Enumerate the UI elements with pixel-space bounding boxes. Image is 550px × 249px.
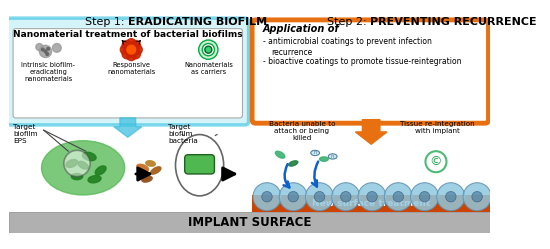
Text: Responsive
nanomaterials: Responsive nanomaterials [107,62,156,75]
Ellipse shape [72,174,82,180]
Circle shape [127,45,136,54]
Circle shape [120,45,130,55]
Circle shape [340,191,351,202]
Circle shape [384,183,412,211]
FancyArrow shape [114,118,142,137]
Circle shape [131,41,140,50]
Circle shape [305,183,333,211]
Text: ERADICATING BIOFILM: ERADICATING BIOFILM [128,17,267,27]
Circle shape [253,183,281,211]
Circle shape [358,183,386,211]
Circle shape [199,40,218,59]
FancyBboxPatch shape [7,18,249,125]
Circle shape [410,183,438,211]
Circle shape [122,49,132,59]
Circle shape [288,191,299,202]
Circle shape [332,183,360,211]
Text: ©: © [430,155,442,168]
Circle shape [426,151,447,172]
Text: Step 1:: Step 1: [85,17,128,27]
Circle shape [472,191,482,202]
Text: - antimicrobial coatings to prevent infection: - antimicrobial coatings to prevent infe… [262,37,432,46]
Circle shape [202,44,215,56]
Ellipse shape [320,157,328,161]
Text: - bioactive coatings to promote tissue-reintegration: - bioactive coatings to promote tissue-r… [262,57,461,66]
Circle shape [133,45,142,55]
Text: IMPLANT SURFACE: IMPLANT SURFACE [188,216,311,230]
Text: n: n [314,150,317,155]
FancyBboxPatch shape [252,195,490,212]
Circle shape [40,45,52,58]
Circle shape [446,191,456,202]
Circle shape [44,50,47,53]
Circle shape [46,53,48,55]
FancyBboxPatch shape [185,155,214,174]
Ellipse shape [151,167,161,174]
Ellipse shape [88,176,101,183]
Circle shape [463,183,491,211]
Ellipse shape [78,161,89,169]
Ellipse shape [95,166,106,175]
Text: n: n [331,154,334,159]
Circle shape [64,150,90,177]
Circle shape [52,44,61,52]
Ellipse shape [142,176,152,182]
Circle shape [122,41,132,50]
Ellipse shape [328,154,337,159]
Ellipse shape [42,141,125,195]
Text: Intrinsic biofilm-
eradicating
nanomaterials: Intrinsic biofilm- eradicating nanomater… [21,62,75,82]
Circle shape [126,39,136,48]
Ellipse shape [276,151,285,158]
Text: Nanomaterials
as carriers: Nanomaterials as carriers [184,62,233,75]
Circle shape [47,48,49,50]
Text: Step 2:: Step 2: [327,17,370,27]
FancyArrow shape [355,120,387,144]
Circle shape [437,183,465,211]
Circle shape [314,191,324,202]
Circle shape [126,51,136,61]
Ellipse shape [82,152,96,161]
Circle shape [262,191,272,202]
Ellipse shape [311,150,320,156]
Circle shape [279,183,307,211]
Circle shape [419,191,430,202]
Ellipse shape [175,134,224,196]
Text: PREVENTING RECURRENCE: PREVENTING RECURRENCE [370,17,537,27]
Text: Tissue re-integration
with implant: Tissue re-integration with implant [400,122,475,134]
Circle shape [36,44,43,51]
Circle shape [205,46,212,53]
Text: Target
biofilm
EPS: Target biofilm EPS [13,124,37,144]
Ellipse shape [66,160,78,167]
Text: Bacteria unable to
attach or being
killed: Bacteria unable to attach or being kille… [269,122,336,141]
Text: New surface treatment: New surface treatment [312,199,430,208]
FancyBboxPatch shape [252,20,488,123]
FancyBboxPatch shape [9,212,490,234]
Text: recurrence: recurrence [271,48,312,57]
Circle shape [131,49,140,59]
Circle shape [367,191,377,202]
Text: Target
biofilm
bacteria: Target biofilm bacteria [168,124,198,144]
Text: Nanomaterial treatment of bacterial biofilms: Nanomaterial treatment of bacterial biof… [13,30,243,39]
FancyBboxPatch shape [13,29,243,118]
Ellipse shape [289,161,298,166]
Circle shape [393,191,404,202]
Ellipse shape [146,161,155,166]
Circle shape [42,48,44,51]
Ellipse shape [137,164,148,171]
Text: Application of: Application of [262,24,339,34]
